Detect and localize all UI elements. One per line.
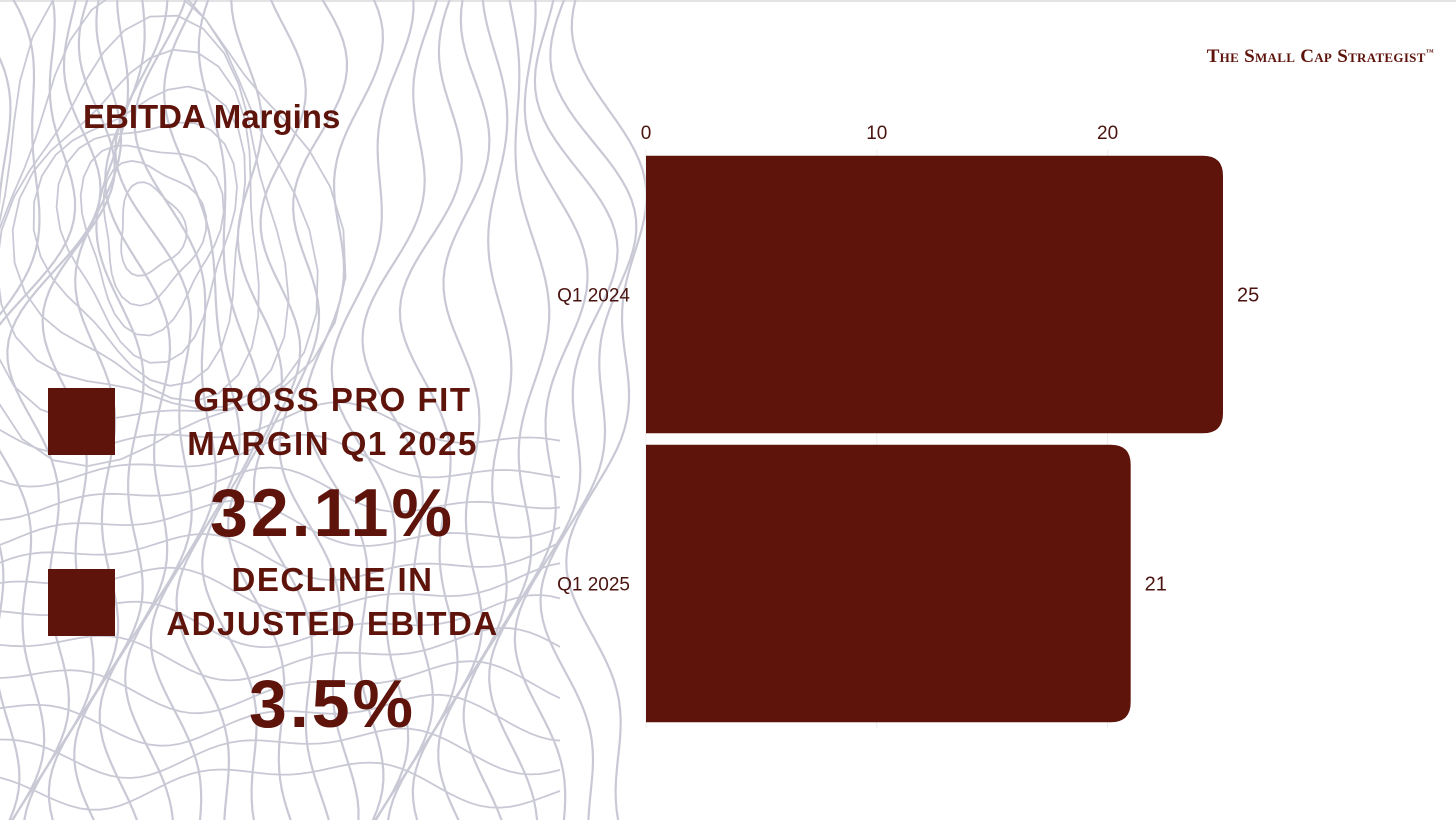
stat-label-line: GROSS PRO FIT <box>193 381 472 418</box>
stat-label-decline-ebitda: DECLINE IN ADJUSTED EBITDA <box>150 558 515 646</box>
brand-name: The Small Cap Strategist <box>1206 46 1426 67</box>
contour-line <box>0 433 561 488</box>
x-tick-label: 20 <box>1097 123 1118 144</box>
category-label: Q1 2024 <box>557 286 630 307</box>
stat-label-line: ADJUSTED EBITDA <box>166 605 499 642</box>
x-tick-label: 0 <box>641 123 652 144</box>
contour-line <box>11 48 260 403</box>
data-label: 21 <box>1145 574 1167 596</box>
stat-value-decline-ebitda: 3.5% <box>249 666 416 742</box>
contour-line <box>0 14 290 410</box>
stat-value-gross-profit-margin: 32.11% <box>210 475 455 551</box>
contour-line <box>0 727 561 779</box>
contour-line <box>162 0 241 820</box>
chart-title: EBITDA Margins <box>83 98 341 135</box>
contour-line <box>513 0 619 820</box>
contour-line <box>73 0 145 820</box>
contour-line <box>227 0 292 820</box>
trademark-mark: ™ <box>1425 47 1434 57</box>
contour-line <box>0 499 561 547</box>
contour-line <box>0 761 561 811</box>
contour-lines-background <box>0 0 648 820</box>
contour-line <box>278 0 360 820</box>
contour-line <box>0 466 561 521</box>
contour-line <box>0 0 41 820</box>
top-divider <box>0 0 1456 2</box>
contour-line <box>0 660 561 715</box>
contour-line <box>252 0 330 820</box>
brand-logo: The Small Cap Strategist™ <box>1207 46 1434 68</box>
contour-line <box>462 0 551 820</box>
contour-line <box>0 56 12 207</box>
ebitda-bar-chart: 0 10 20 Q1 2024 25 Q1 2025 21 <box>557 123 1259 728</box>
category-label: Q1 2025 <box>557 575 630 596</box>
stat-label-gross-profit-margin: GROSS PRO FIT MARGIN Q1 2025 <box>150 378 515 466</box>
contour-line <box>0 0 347 468</box>
stat-label-line: MARGIN Q1 2025 <box>187 425 478 462</box>
contour-line <box>0 0 319 422</box>
stat-label-line: DECLINE IN <box>231 561 434 598</box>
stat-bullet-square <box>48 569 115 636</box>
x-tick-label: 10 <box>866 123 887 144</box>
contour-line <box>102 159 208 307</box>
contour-line <box>32 85 247 387</box>
contour-line <box>565 0 648 820</box>
contour-line <box>488 0 589 820</box>
contour-line <box>539 0 638 820</box>
contour-line <box>79 144 225 337</box>
contour-line <box>0 627 561 682</box>
stat-bullet-square <box>48 388 115 455</box>
bar <box>646 444 1131 723</box>
contour-line <box>437 0 513 820</box>
bar <box>646 155 1223 434</box>
contour-line <box>0 0 77 820</box>
contour-line <box>361 0 438 820</box>
contour-line <box>197 0 263 820</box>
contour-line <box>120 181 188 277</box>
contour-line <box>330 0 415 820</box>
data-label: 25 <box>1237 285 1259 307</box>
contour-line <box>55 121 238 364</box>
contour-line <box>0 533 561 581</box>
contour-line <box>386 0 463 820</box>
contour-line <box>6 0 102 820</box>
contour-line <box>0 693 561 747</box>
